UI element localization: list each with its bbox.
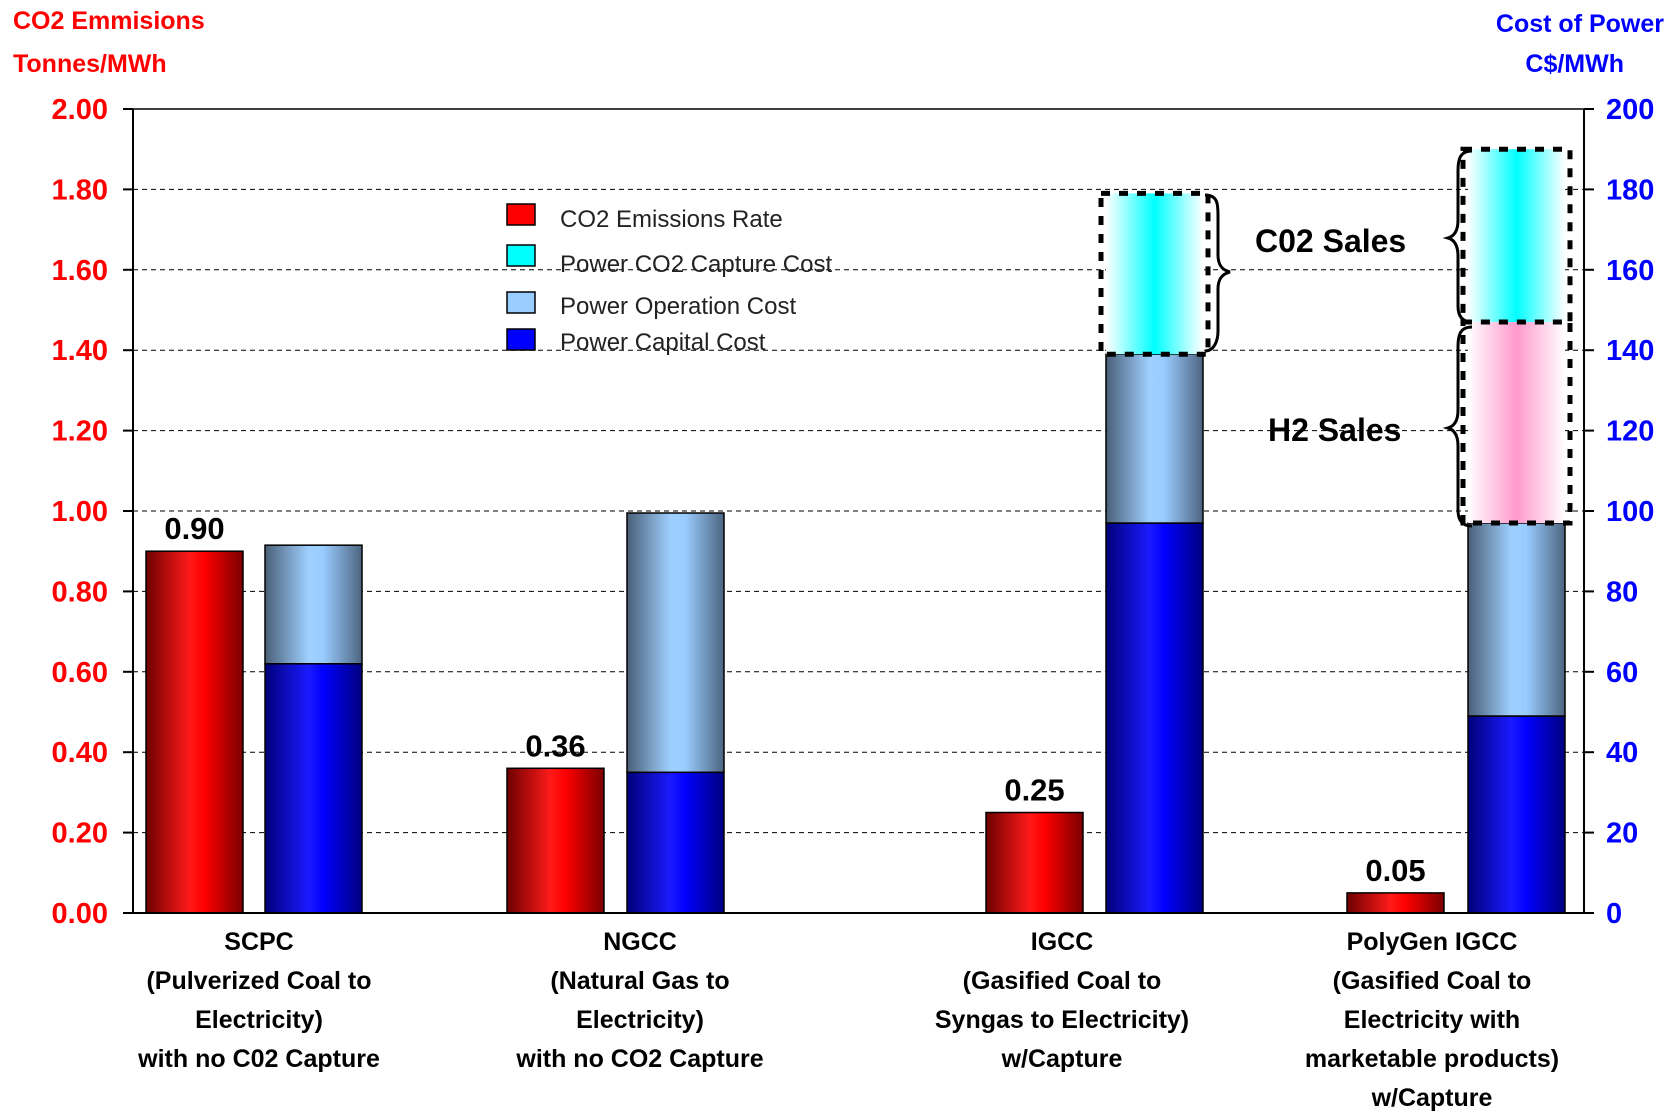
bar-capital-cost	[1105, 522, 1204, 914]
right-tick-label: 40	[1606, 737, 1638, 769]
value-labels: 0.90 0.36 0.25 0.05	[164, 511, 1425, 888]
right-tick-label: 200	[1606, 94, 1654, 126]
legend: CO2 Emissions Rate Power CO2 Capture Cos…	[506, 203, 832, 356]
category-label-line: (Natural Gas to	[550, 967, 729, 995]
h2-sales-label-text: H2 Sales	[1268, 412, 1401, 448]
left-tick-label: 1.00	[52, 496, 108, 528]
bar-operation-cost	[626, 512, 725, 774]
category-label-line: (Pulverized Coal to	[146, 967, 371, 995]
bar-capital-cost	[626, 771, 725, 914]
bar-operation-cost	[1105, 353, 1204, 524]
legend-swatch-emissions	[506, 203, 536, 226]
left-axis-title-line1: CO2 Emmisions	[13, 7, 205, 35]
left-axis-title-unit: Tonnes/MWh	[13, 50, 167, 78]
legend-label-capture: Power CO2 Capture Cost	[560, 251, 832, 278]
left-tick-label: 1.80	[52, 174, 108, 206]
annotations: C02 Sales H2 Sales	[1204, 149, 1473, 528]
emissions-value-label: 0.90	[164, 511, 224, 546]
legend-label-capital: Power Capital Cost	[560, 329, 766, 356]
category-label-line: w/Capture	[1371, 1084, 1493, 1111]
category-label-line: marketable products)	[1305, 1045, 1559, 1073]
category-label-line: with no CO2 Capture	[515, 1045, 763, 1073]
category-label-line: NGCC	[603, 928, 677, 956]
category-label-line: with no C02 Capture	[137, 1045, 380, 1073]
emissions-value-label: 0.36	[525, 728, 585, 763]
axes	[132, 108, 1585, 914]
category-label-line: (Gasified Coal to	[963, 967, 1162, 995]
category-label-line: Electricity with	[1344, 1006, 1520, 1034]
bar-co2-sales-outline	[1460, 146, 1573, 325]
emissions-value-label: 0.05	[1365, 853, 1425, 888]
category-label-line: (Gasified Coal to	[1333, 967, 1532, 995]
right-tick-label: 180	[1606, 174, 1654, 206]
legend-swatch-operation	[506, 291, 536, 314]
legend-swatch-capture	[506, 244, 536, 267]
right-axis-title: Cost of Power	[1496, 10, 1664, 38]
right-tick-label: 60	[1606, 657, 1638, 689]
legend-swatch-capital	[506, 328, 536, 351]
left-tick-label: 0.80	[52, 576, 108, 608]
emissions-value-label: 0.25	[1004, 773, 1064, 808]
bar-h2-sales	[1468, 322, 1565, 524]
category-label-line: Electricity)	[195, 1006, 323, 1034]
co2-sales-brace-left	[1204, 193, 1231, 353]
bar-emissions	[985, 811, 1084, 914]
right-tick-label: 100	[1606, 496, 1654, 528]
bar-co2-capture-cost	[1106, 193, 1203, 355]
h2-sales-brace	[1442, 325, 1473, 528]
category-label-line: IGCC	[1031, 928, 1094, 956]
legend-label-operation: Power Operation Cost	[560, 293, 796, 320]
left-tick-label: 0.60	[52, 657, 108, 689]
category-label-line: SCPC	[224, 928, 293, 956]
left-tick-label: 0.40	[52, 737, 108, 769]
category-labels: SCPC (Pulverized Coal to Electricity) with …	[137, 928, 1559, 1111]
bar-co2-sales	[1468, 149, 1565, 323]
right-tick-label: 140	[1606, 335, 1654, 367]
bar-emissions	[1346, 892, 1445, 914]
bar-emissions	[145, 550, 244, 914]
co2-sales-label: C02 Sales	[1255, 223, 1406, 259]
left-tick-label: 1.20	[52, 416, 108, 448]
left-axis-title: CO2 Emmisions	[13, 7, 205, 35]
left-tick-label: 2.00	[52, 94, 108, 126]
category-label-line: w/Capture	[1001, 1045, 1123, 1073]
legend-label-emissions: CO2 Emissions Rate	[560, 206, 783, 233]
right-tick-label: 120	[1606, 416, 1654, 448]
left-tick-label: 1.40	[52, 335, 108, 367]
right-tick-label: 80	[1606, 576, 1638, 608]
left-tick-label: 0.00	[52, 898, 108, 930]
bar-co2-capture-cost-outline	[1098, 190, 1211, 357]
bar-h2-sales-outline	[1460, 319, 1573, 526]
bar-operation-cost	[264, 544, 363, 665]
right-tick-label: 160	[1606, 255, 1654, 287]
bar-capital-cost	[264, 663, 363, 914]
co2-sales-brace-right	[1442, 149, 1473, 324]
category-label-line: PolyGen IGCC	[1347, 928, 1518, 956]
bar-emissions	[506, 767, 605, 914]
left-tick-labels: 0.00 0.20 0.40 0.60 0.80 1.00 1.20 1.40 1.60 1.80…	[52, 94, 108, 930]
bar-operation-cost	[1467, 522, 1566, 717]
right-tick-labels: 0 20 40 60 80 100 120 140 160 180 200	[1606, 94, 1654, 930]
right-tick-label: 20	[1606, 818, 1638, 850]
bars	[145, 146, 1573, 914]
right-axis-title-unit: C$/MWh	[1525, 50, 1624, 78]
bar-capital-cost	[1467, 715, 1566, 914]
left-tick-label: 0.20	[52, 818, 108, 850]
left-tick-label: 1.60	[52, 255, 108, 287]
category-label-line: Electricity)	[576, 1006, 704, 1034]
right-tick-label: 0	[1606, 898, 1622, 930]
category-label-line: Syngas to Electricity)	[935, 1006, 1189, 1034]
h2-sales-label: H2 Sales	[1268, 412, 1401, 448]
